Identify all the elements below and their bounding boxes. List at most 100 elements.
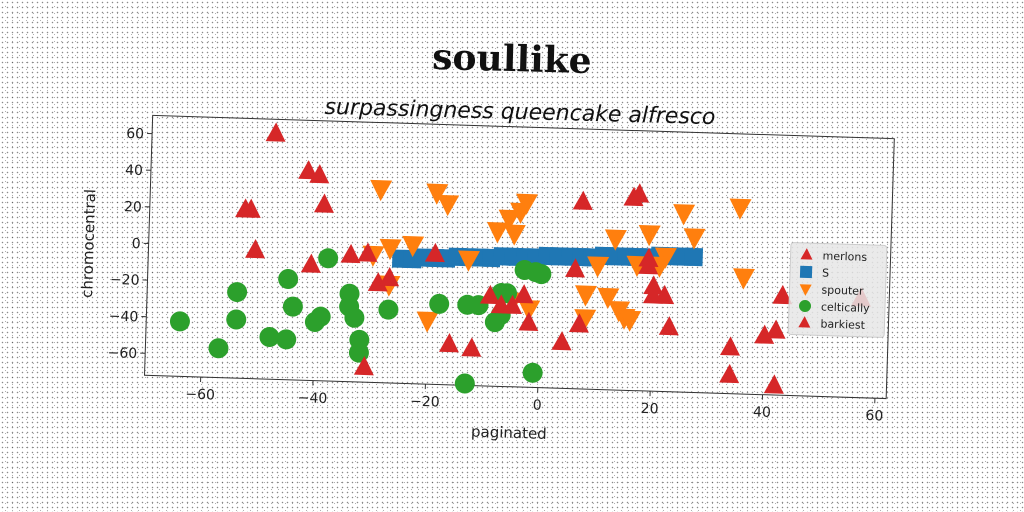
- data-point: [300, 253, 321, 273]
- data-point: [658, 316, 679, 336]
- data-point: [575, 285, 597, 307]
- x-tick-label: 40: [753, 404, 771, 421]
- legend-label: spouter: [821, 283, 864, 297]
- data-point: [426, 183, 449, 205]
- data-point: [502, 294, 522, 315]
- data-point: [438, 333, 459, 353]
- data-point: [531, 264, 552, 285]
- data-point: [654, 284, 675, 305]
- data-point: [235, 198, 256, 218]
- data-point: [344, 307, 365, 328]
- y-tick-label: 0: [131, 236, 140, 252]
- data-point: [259, 327, 280, 348]
- data-point: [461, 337, 482, 357]
- data-point: [437, 194, 460, 217]
- legend-marker: [799, 265, 813, 279]
- data-marks: [169, 122, 871, 394]
- data-point: [638, 255, 659, 275]
- x-axis-ticks: −60 −40 −20 0 20 40 60: [185, 377, 884, 425]
- data-point: [208, 338, 229, 359]
- data-point: [765, 319, 786, 339]
- data-point: [479, 284, 500, 305]
- legend-marker: [800, 248, 813, 260]
- data-point: [367, 272, 388, 292]
- x-axis-label: paginated: [471, 423, 547, 443]
- data-point: [719, 363, 740, 384]
- data-point: [684, 247, 704, 267]
- x-tick-label: −40: [297, 390, 327, 407]
- data-point: [429, 293, 450, 314]
- data-point: [378, 299, 399, 320]
- legend-marker: [799, 299, 812, 312]
- data-point: [565, 258, 586, 278]
- x-tick-label: −20: [410, 394, 440, 411]
- y-axis-label: chromocentral: [78, 189, 99, 298]
- data-point: [424, 242, 445, 263]
- data-point: [353, 356, 374, 376]
- legend-label: merlons: [822, 250, 867, 264]
- legend-label: celtically: [821, 300, 871, 315]
- y-tick-label: −60: [107, 345, 137, 362]
- data-point: [278, 269, 299, 290]
- data-point: [772, 284, 793, 305]
- data-point: [572, 190, 593, 210]
- legend-label: barkiest: [820, 317, 866, 331]
- data-point: [518, 311, 539, 332]
- data-point: [597, 287, 620, 310]
- series-barkiest: [235, 122, 793, 394]
- data-point: [282, 296, 303, 317]
- plot-frame: [143, 114, 895, 400]
- data-point: [551, 331, 572, 351]
- legend-marker: [799, 284, 812, 296]
- data-point: [298, 160, 319, 180]
- data-point: [340, 243, 361, 264]
- data-point: [498, 209, 521, 231]
- data-point: [276, 329, 297, 350]
- data-point: [457, 250, 480, 272]
- data-point: [309, 164, 330, 184]
- x-tick-label: 20: [640, 401, 658, 418]
- data-point: [729, 198, 752, 220]
- data-point: [265, 122, 286, 142]
- y-axis-ticks: −60 −40 −20 0 20 40 60: [107, 126, 153, 362]
- data-point: [568, 313, 589, 333]
- data-point: [487, 222, 509, 244]
- data-point: [416, 311, 439, 333]
- data-point: [754, 324, 775, 344]
- data-point: [733, 268, 755, 290]
- data-point: [522, 362, 543, 383]
- data-point: [638, 224, 661, 247]
- data-point: [313, 193, 334, 213]
- y-tick-label: 40: [125, 162, 143, 179]
- y-tick-label: 20: [124, 199, 142, 216]
- data-point: [169, 311, 190, 332]
- x-tick-label: 60: [865, 408, 883, 425]
- y-tick-label: 60: [126, 126, 144, 143]
- data-point: [587, 256, 610, 278]
- data-point: [683, 228, 706, 250]
- y-tick-label: −20: [110, 272, 140, 289]
- data-point: [518, 299, 541, 322]
- data-point: [402, 235, 425, 258]
- data-point: [516, 193, 539, 215]
- data-point: [763, 374, 784, 394]
- data-point: [379, 238, 402, 261]
- data-point: [370, 179, 393, 202]
- data-point: [227, 282, 248, 303]
- data-point: [379, 267, 400, 287]
- data-point: [513, 284, 534, 304]
- x-tick-label: 0: [533, 397, 542, 413]
- data-point: [454, 373, 475, 394]
- legend-box: [787, 242, 888, 338]
- x-tick-label: −60: [185, 387, 215, 404]
- data-point: [310, 306, 331, 327]
- data-point: [318, 248, 339, 269]
- legend-label: S: [822, 266, 829, 279]
- plot-area: −60 −40 −20 0 20 40 60 −60 −40 −20 0 20 40 60 merlon…: [78, 114, 895, 443]
- data-point: [245, 239, 266, 259]
- data-point: [357, 242, 378, 262]
- data-point: [673, 204, 696, 226]
- data-point: [643, 275, 664, 295]
